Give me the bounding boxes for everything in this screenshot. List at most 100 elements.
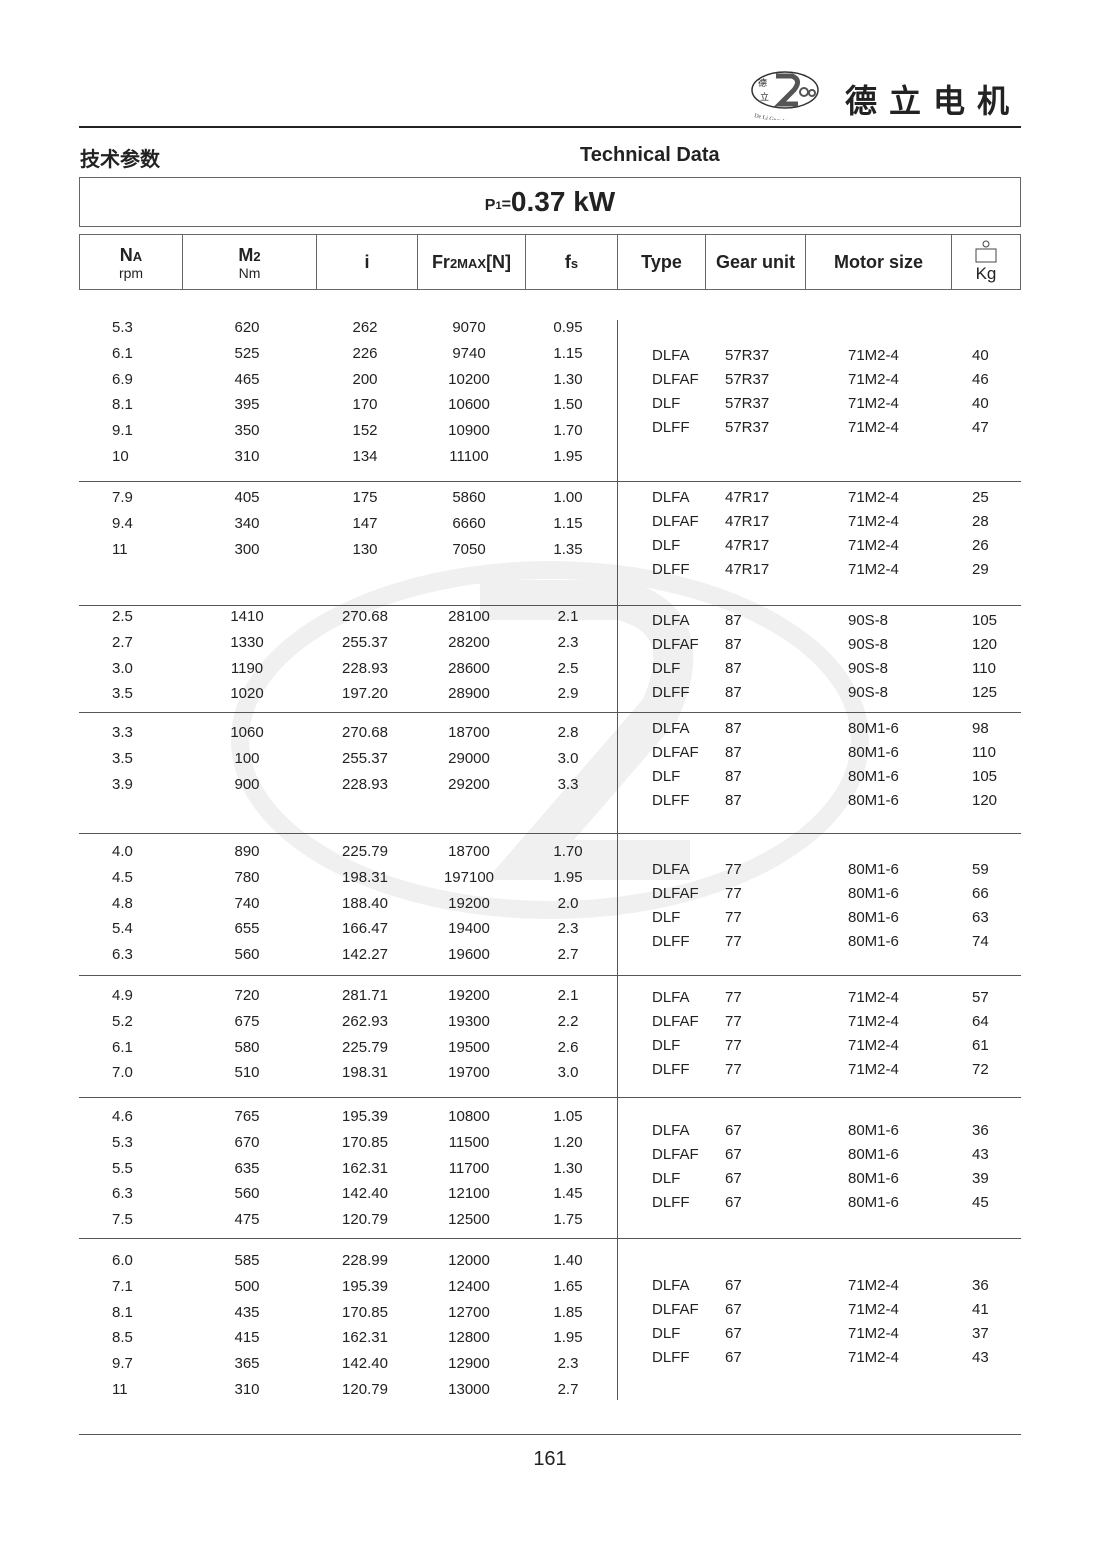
cell-torque: 475	[234, 1211, 260, 1229]
cell-motor-size: 71M2-4	[848, 1277, 899, 1294]
cell-gear-unit: 77	[725, 989, 742, 1006]
column-divider	[617, 320, 618, 1400]
cell-service-factor: 1.75	[553, 1211, 583, 1229]
cell-weight: 40	[972, 395, 989, 412]
cell-motor-size: 80M1-6	[848, 1194, 899, 1211]
cell-ratio: 225.79	[342, 1038, 388, 1056]
cell-type: DLFA	[652, 347, 690, 364]
cell-torque: 435	[234, 1303, 260, 1321]
cell-ratio: 262.93	[342, 1012, 388, 1030]
cell-type: DLFF	[652, 933, 690, 950]
svg-text:立: 立	[760, 91, 769, 103]
cell-motor-size: 71M2-4	[848, 1037, 899, 1054]
cell-service-factor: 2.1	[557, 608, 579, 625]
cell-speed: 7.1	[112, 1277, 133, 1295]
cell-service-factor: 2.7	[557, 946, 579, 964]
cell-ratio: 225.79	[342, 843, 388, 860]
cell-speed: 4.9	[112, 987, 133, 1004]
group-separator	[79, 833, 1021, 834]
cell-ratio: 130	[352, 540, 378, 558]
group-separator	[79, 481, 1021, 482]
cell-service-factor: 3.3	[557, 775, 579, 793]
cell-speed: 6.1	[112, 1038, 133, 1056]
cell-speed: 9.1	[112, 422, 133, 440]
cell-ratio: 120.79	[342, 1211, 388, 1229]
cell-radial-load: 11100	[449, 448, 489, 465]
cell-motor-size: 80M1-6	[848, 792, 899, 809]
cell-type: DLF	[652, 909, 681, 926]
cell-motor-size: 71M2-4	[848, 1013, 899, 1030]
cell-gear-unit: 87	[725, 792, 742, 809]
cell-gear-unit: 77	[725, 909, 742, 926]
cell-torque: 890	[234, 843, 260, 860]
cell-motor-size: 71M2-4	[848, 1301, 899, 1318]
svg-text:德: 德	[758, 77, 767, 89]
cell-service-factor: 2.2	[557, 1012, 579, 1030]
cell-radial-load: 10900	[448, 422, 490, 440]
cell-speed: 6.0	[112, 1252, 133, 1269]
watermark-logo	[231, 561, 869, 919]
cell-ratio: 281.71	[342, 987, 388, 1004]
cell-service-factor: 1.15	[553, 344, 583, 362]
cell-torque: 1190	[230, 659, 264, 677]
cell-type: DLFF	[652, 684, 690, 701]
cell-weight: 105	[972, 612, 998, 629]
cell-motor-size: 71M2-4	[848, 513, 899, 530]
cell-ratio: 147	[352, 514, 378, 532]
cell-motor-size: 71M2-4	[848, 561, 899, 578]
cell-weight: 125	[972, 684, 998, 701]
cell-gear-unit: 57R37	[725, 371, 770, 388]
cell-torque: 670	[234, 1133, 260, 1151]
cell-gear-unit: 57R37	[725, 347, 770, 364]
cell-weight: 110	[972, 744, 996, 761]
cell-service-factor: 1.45	[553, 1185, 583, 1203]
power-sub: 1	[495, 200, 502, 212]
cell-torque: 720	[234, 987, 260, 1004]
cell-torque: 1410	[230, 608, 264, 625]
cell-ratio: 226	[352, 344, 378, 362]
cell-speed: 2.5	[112, 608, 133, 625]
cell-speed: 11	[112, 1381, 128, 1398]
title-en: Technical Data	[580, 144, 720, 166]
cell-weight: 41	[972, 1301, 989, 1318]
cell-torque: 300	[234, 540, 260, 558]
cell-ratio: 170	[352, 396, 378, 414]
cell-speed: 6.3	[112, 946, 133, 964]
cell-motor-size: 80M1-6	[848, 1170, 899, 1187]
cell-torque: 765	[234, 1108, 260, 1125]
cell-motor-size: 71M2-4	[848, 1349, 899, 1366]
cell-speed: 3.9	[112, 775, 133, 793]
cell-radial-load: 18700	[448, 843, 490, 860]
cell-torque: 100	[234, 749, 260, 767]
cell-torque: 340	[234, 514, 260, 532]
cell-type: DLF	[652, 1170, 681, 1187]
cell-service-factor: 2.7	[557, 1381, 579, 1398]
cell-radial-load: 19300	[448, 1012, 490, 1030]
cell-motor-size: 71M2-4	[848, 395, 899, 412]
cell-ratio: 142.27	[342, 946, 388, 964]
cell-torque: 405	[234, 489, 260, 506]
cell-weight: 59	[972, 861, 989, 878]
cell-weight: 45	[972, 1194, 989, 1211]
cell-type: DLFAF	[652, 371, 699, 388]
cell-type: DLFAF	[652, 744, 699, 761]
cell-speed: 10	[112, 448, 129, 465]
motor-size-label: Motor size	[833, 251, 923, 272]
cell-radial-load: 6660	[452, 514, 486, 532]
cell-service-factor: 1.20	[553, 1133, 583, 1151]
cell-service-factor: 2.0	[557, 894, 579, 912]
cell-motor-size: 80M1-6	[848, 1122, 899, 1139]
cell-torque: 415	[234, 1329, 260, 1347]
cell-speed: 4.5	[112, 868, 133, 886]
na-main: N	[119, 244, 133, 265]
cell-type: DLFA	[652, 1122, 690, 1139]
cell-type: DLFA	[652, 612, 690, 629]
cell-service-factor: 1.70	[553, 422, 583, 440]
weight-icon	[975, 240, 997, 263]
cell-gear-unit: 67	[725, 1170, 742, 1187]
cell-service-factor: 2.6	[557, 1038, 579, 1056]
cell-gear-unit: 77	[725, 861, 742, 878]
cell-weight: 120	[972, 636, 998, 653]
page-number: 161	[533, 1448, 567, 1470]
power-banner: P 1 = 0.37 kW	[79, 177, 1021, 227]
